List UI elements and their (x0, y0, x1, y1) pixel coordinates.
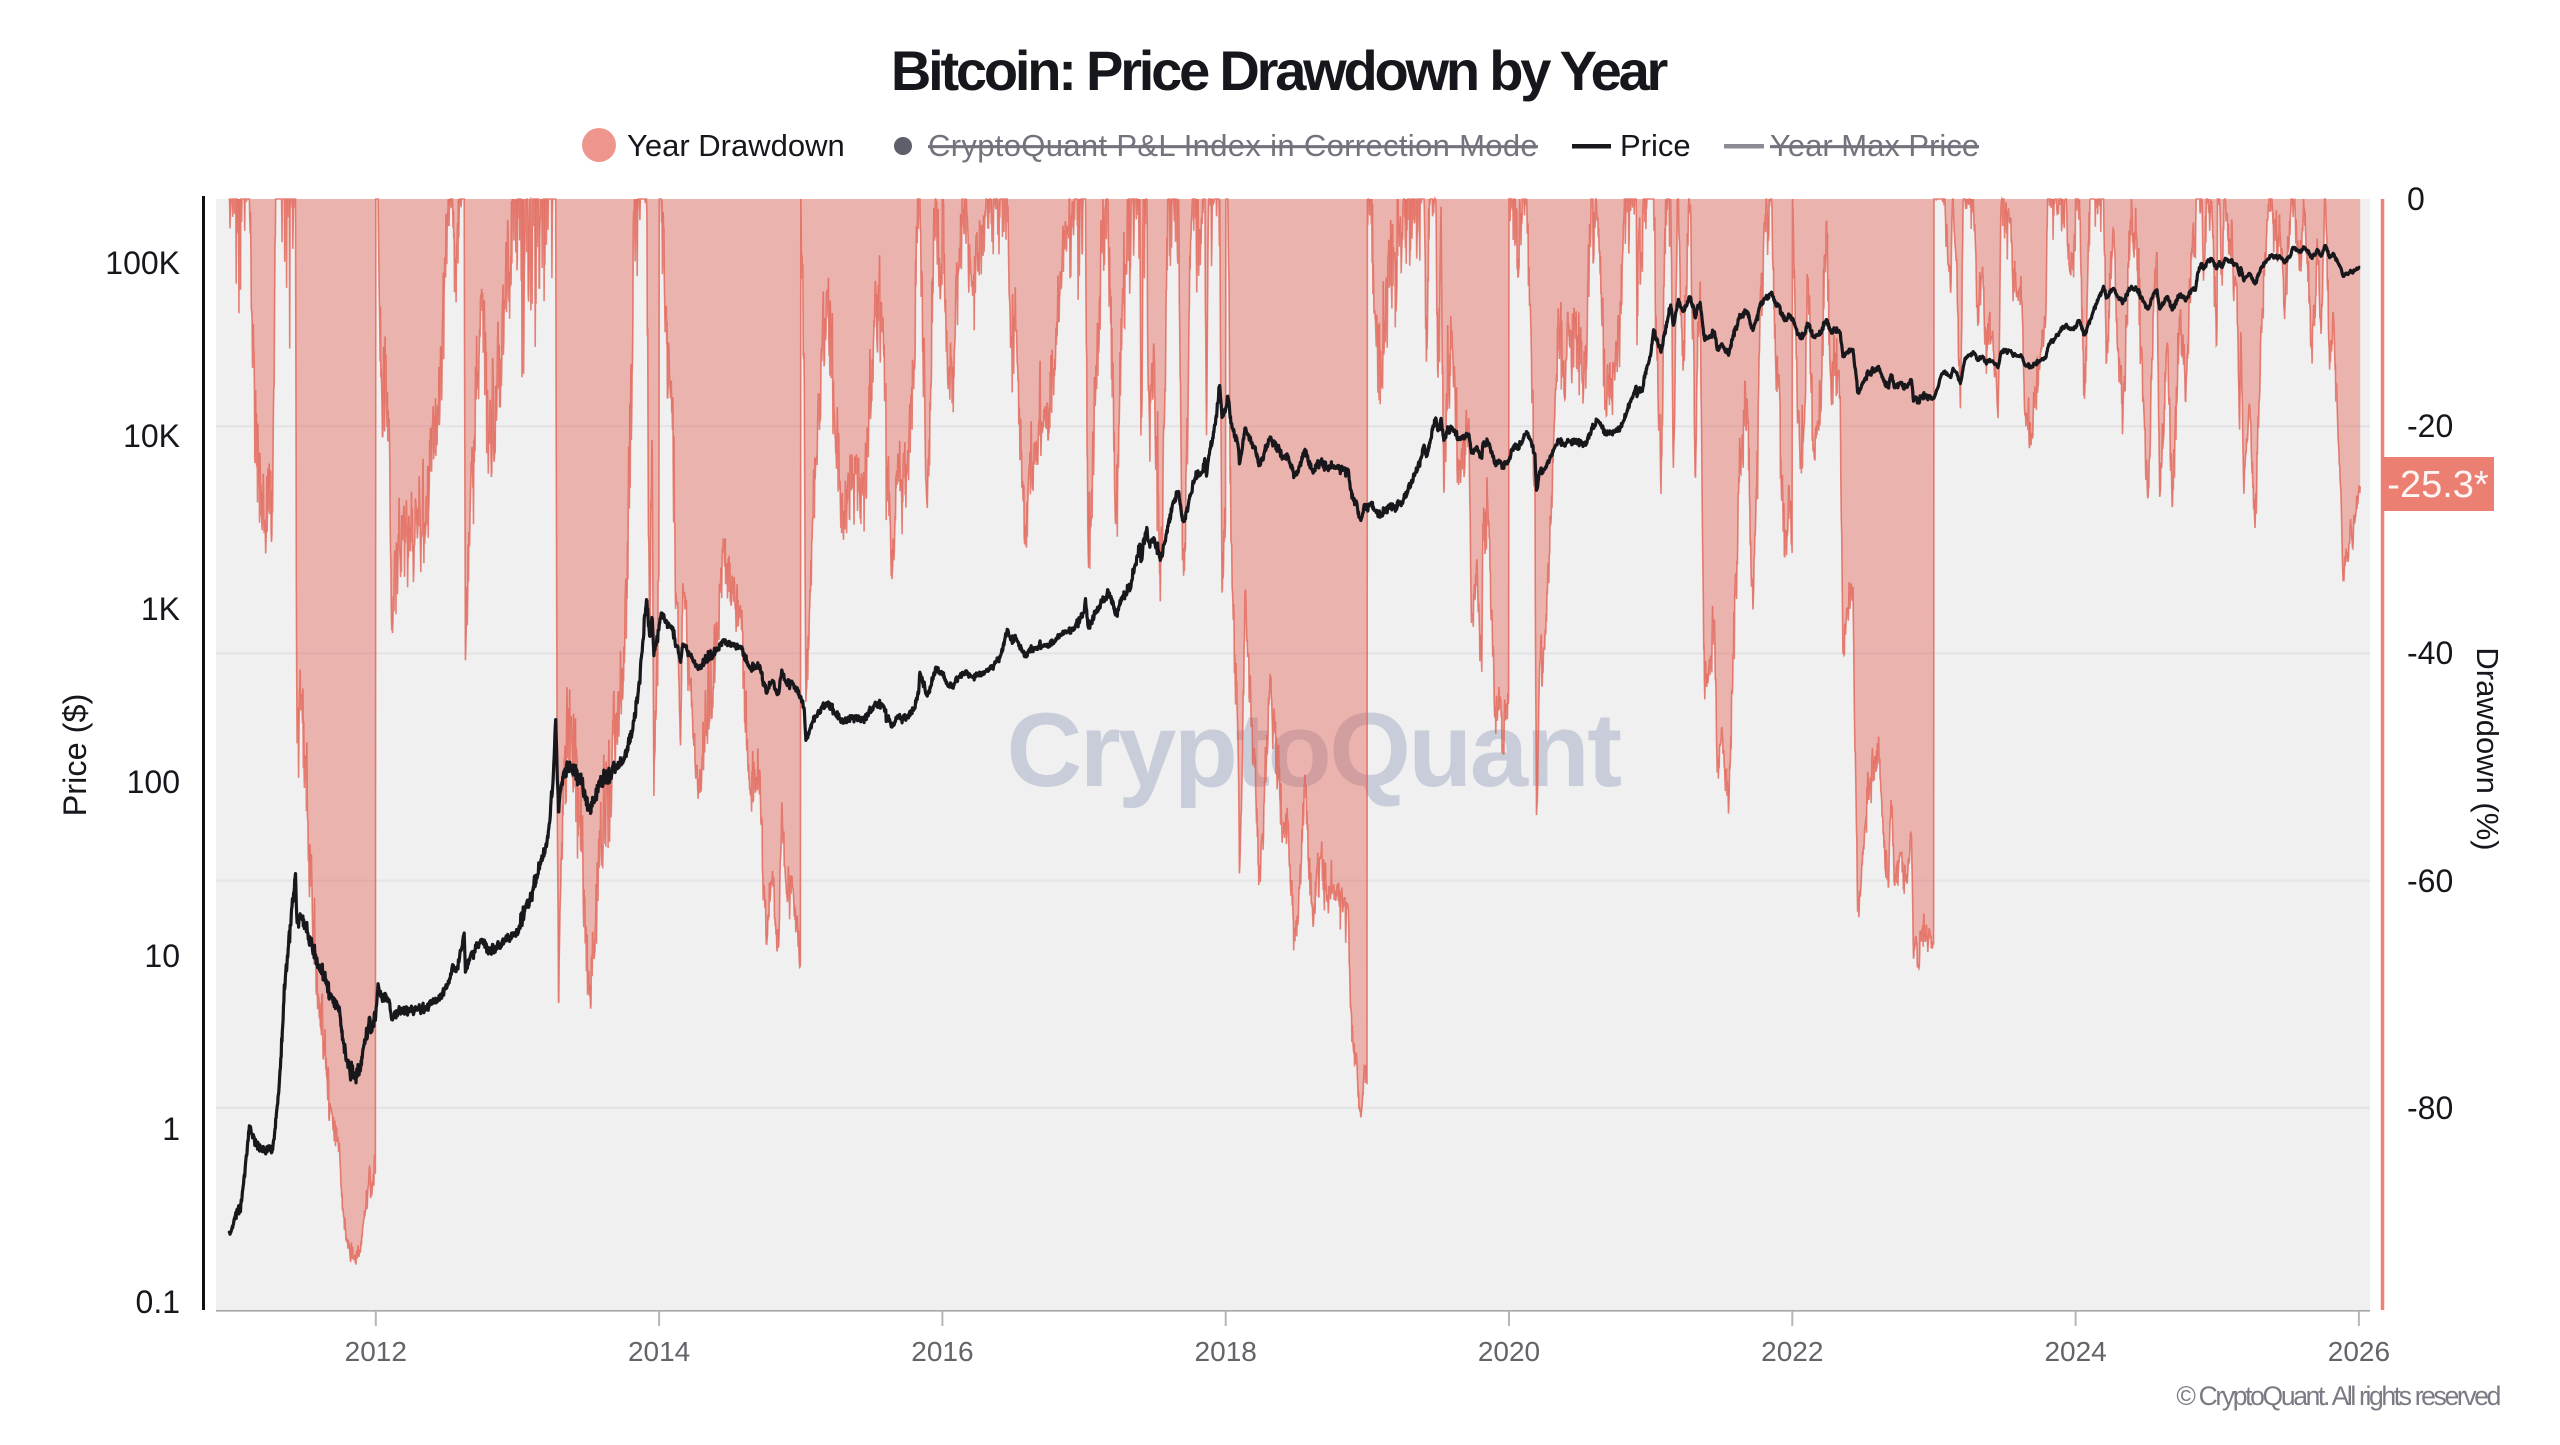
svg-text:Drawdown (%): Drawdown (%) (2470, 647, 2505, 850)
svg-text:CryptoQuant P&L Index in Corre: CryptoQuant P&L Index in Correction Mode (928, 128, 1538, 163)
svg-text:2016: 2016 (911, 1336, 973, 1367)
svg-text:2022: 2022 (1761, 1336, 1823, 1367)
svg-text:CryptoQuant: CryptoQuant (1006, 692, 1621, 809)
svg-text:2018: 2018 (1195, 1336, 1257, 1367)
svg-text:2014: 2014 (628, 1336, 690, 1367)
svg-text:2026: 2026 (2328, 1336, 2390, 1367)
svg-text:100: 100 (127, 764, 180, 800)
svg-text:-20: -20 (2407, 408, 2453, 444)
svg-text:0: 0 (2407, 181, 2425, 217)
svg-text:-60: -60 (2407, 863, 2453, 899)
svg-text:-80: -80 (2407, 1090, 2453, 1126)
svg-text:2020: 2020 (1478, 1336, 1540, 1367)
svg-text:10K: 10K (123, 418, 180, 454)
svg-text:1K: 1K (141, 591, 180, 627)
svg-text:100K: 100K (105, 245, 180, 281)
svg-text:-40: -40 (2407, 635, 2453, 671)
svg-text:10: 10 (144, 938, 180, 974)
svg-text:Price ($): Price ($) (57, 694, 93, 817)
svg-text:Bitcoin: Price Drawdown by Yea: Bitcoin: Price Drawdown by Year (891, 39, 1668, 102)
svg-text:1: 1 (162, 1111, 180, 1147)
svg-text:Price: Price (1620, 128, 1691, 163)
svg-text:Year Drawdown: Year Drawdown (627, 128, 845, 163)
svg-text:-25.3*: -25.3* (2387, 464, 2489, 506)
svg-text:2012: 2012 (345, 1336, 407, 1367)
svg-text:0.1: 0.1 (136, 1284, 180, 1320)
svg-text:Year Max Price: Year Max Price (1770, 128, 1979, 163)
svg-text:2024: 2024 (2044, 1336, 2106, 1367)
svg-text:© CryptoQuant. All rights rese: © CryptoQuant. All rights reserved (2176, 1381, 2500, 1411)
